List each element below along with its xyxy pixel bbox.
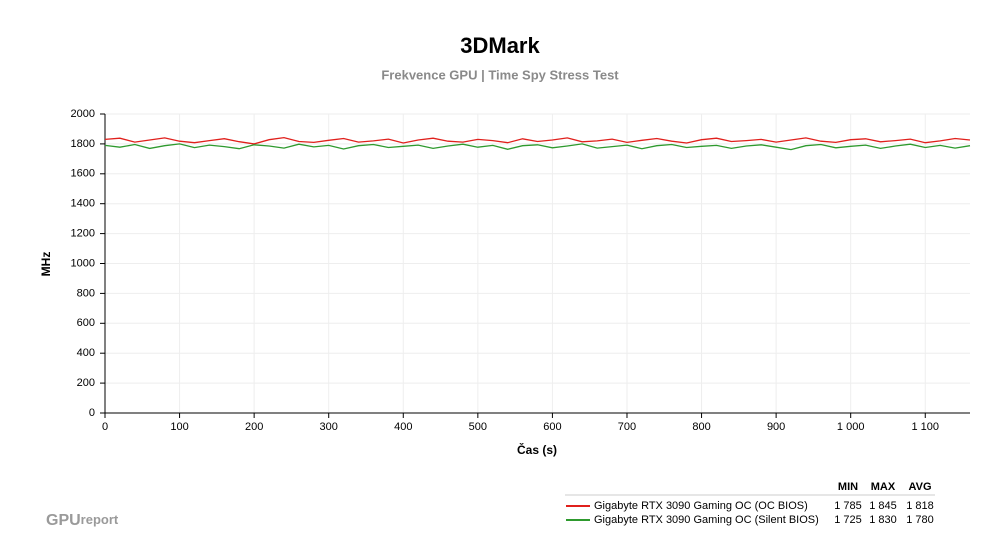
watermark-part: GPU: [46, 512, 81, 529]
legend-stat: 1 818: [906, 500, 934, 512]
y-tick-label: 800: [77, 287, 95, 299]
legend-stat: 1 785: [834, 500, 862, 512]
x-tick-label: 1 000: [837, 421, 865, 433]
legend-header: AVG: [908, 481, 931, 493]
y-tick-label: 2000: [71, 108, 95, 120]
legend-label: Gigabyte RTX 3090 Gaming OC (Silent BIOS…: [594, 514, 819, 526]
x-tick-label: 900: [767, 421, 785, 433]
x-tick-label: 700: [618, 421, 636, 433]
y-tick-label: 600: [77, 317, 95, 329]
y-tick-label: 1000: [71, 257, 95, 269]
y-axis-title: MHz: [39, 252, 53, 277]
x-tick-label: 0: [102, 421, 108, 433]
chart-subtitle: Frekvence GPU | Time Spy Stress Test: [381, 67, 619, 82]
series-line: [104, 136, 971, 145]
x-tick-label: 100: [170, 421, 188, 433]
legend-stat: 1 830: [869, 514, 897, 526]
x-tick-label: 200: [245, 421, 263, 433]
x-tick-label: 800: [692, 421, 710, 433]
x-tick-label: 300: [320, 421, 338, 433]
y-tick-label: 400: [77, 347, 95, 359]
x-tick-label: 500: [469, 421, 487, 433]
y-tick-label: 200: [77, 377, 95, 389]
x-tick-label: 1 100: [911, 421, 939, 433]
legend-stat: 1 780: [906, 514, 934, 526]
x-tick-label: 400: [394, 421, 412, 433]
legend-header: MIN: [838, 481, 858, 493]
x-tick-label: 600: [543, 421, 561, 433]
y-tick-label: 1600: [71, 168, 95, 180]
watermark-part: report: [81, 512, 119, 527]
chart-title: 3DMark: [460, 33, 540, 58]
x-axis-title: Čas (s): [517, 442, 557, 457]
legend-stat: 1 845: [869, 500, 897, 512]
y-tick-label: 0: [89, 407, 95, 419]
legend-stat: 1 725: [834, 514, 862, 526]
y-tick-label: 1200: [71, 228, 95, 240]
y-tick-label: 1400: [71, 198, 95, 210]
series-line: [104, 143, 971, 151]
y-tick-label: 1800: [71, 138, 95, 150]
legend-header: MAX: [871, 481, 896, 493]
legend-label: Gigabyte RTX 3090 Gaming OC (OC BIOS): [594, 500, 808, 512]
watermark: GPUreport: [46, 512, 119, 529]
